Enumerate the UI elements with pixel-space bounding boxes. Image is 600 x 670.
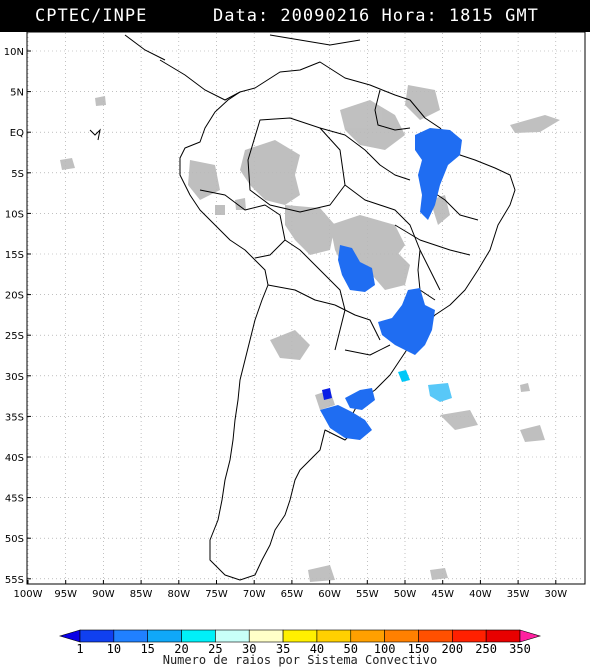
legend-tick-label: 15 — [140, 642, 154, 656]
legend-arrow-left — [58, 629, 81, 643]
legend-tick-label: 250 — [475, 642, 497, 656]
lat-label: 5N — [10, 88, 24, 99]
lat-label: 5S — [11, 169, 24, 180]
legend-tick-label: 10 — [107, 642, 121, 656]
legend-color-bar — [58, 629, 542, 643]
datetime-label: Data: 20090216 Hora: 1815 GMT — [213, 6, 539, 26]
source-label: CPTEC/INPE — [35, 6, 148, 26]
legend-swatch — [485, 629, 521, 643]
lat-label: EQ — [10, 128, 24, 139]
latitude-labels: 10N 5N EQ 5S 10S 15S 20S 25S 30S 35S 40S 45S 50S 55S — [4, 47, 31, 586]
legend-tick-label: 350 — [509, 642, 531, 656]
legend-tick-label: 25 — [208, 642, 222, 656]
legend-swatch — [316, 629, 352, 643]
lon-label: 50W — [394, 589, 417, 600]
lat-label: 15S — [5, 250, 24, 261]
title-bar: CPTEC/INPE Data: 20090216 Hora: 1815 GMT — [0, 0, 590, 32]
legend-tick-label: 150 — [408, 642, 430, 656]
legend-tick-label: 100 — [374, 642, 396, 656]
lon-label: 95W — [54, 589, 77, 600]
south-america-coastline — [179, 61, 516, 581]
lon-label: 90W — [92, 589, 115, 600]
convective-systems — [320, 128, 462, 440]
legend-swatch — [147, 629, 182, 643]
lon-label: 40W — [469, 589, 492, 600]
legend-tick-label: 1 — [76, 642, 83, 656]
legend-tick-label: 50 — [344, 642, 358, 656]
legend-swatch — [282, 629, 318, 643]
lat-label: 50S — [5, 534, 24, 545]
lat-label: 20S — [5, 291, 24, 302]
legend-swatch — [452, 629, 487, 643]
legend-tick-label: 20 — [174, 642, 188, 656]
longitude-labels: 100W 95W 90W 85W 80W 75W 70W 65W 60W 55W 50W 45W 40W… — [14, 580, 567, 600]
legend-swatch — [418, 629, 453, 643]
lat-label: 45S — [5, 494, 24, 505]
legend-swatch — [79, 629, 115, 643]
lat-label: 40S — [5, 453, 24, 464]
lon-label: 75W — [205, 589, 228, 600]
map-frame — [26, 31, 586, 585]
lon-label: 85W — [130, 589, 153, 600]
lat-lon-grid — [27, 33, 584, 583]
central-america — [89, 34, 361, 141]
lon-label: 30W — [544, 589, 567, 600]
lon-label: 35W — [507, 589, 530, 600]
lat-label: 10N — [4, 47, 24, 58]
lon-label: 65W — [281, 589, 304, 600]
legend-swatch — [181, 629, 216, 643]
lat-label: 30S — [5, 372, 24, 383]
legend-swatch — [113, 629, 148, 643]
legend-tick-label: 30 — [242, 642, 256, 656]
lon-label: 100W — [14, 589, 43, 600]
lon-label: 80W — [167, 589, 190, 600]
legend-title: Numero de raios por Sistema Convectivo — [162, 653, 438, 667]
lat-label: 35S — [5, 412, 24, 423]
lat-label: 25S — [5, 331, 24, 342]
legend-swatch — [350, 629, 385, 643]
lat-label: 10S — [5, 209, 24, 220]
legend-arrow-right — [519, 629, 542, 643]
lat-label: 55S — [5, 575, 24, 586]
legend-tick-label: 200 — [441, 642, 463, 656]
lon-label: 45W — [431, 589, 454, 600]
legend-swatch — [248, 629, 284, 643]
legend-swatch — [384, 629, 419, 643]
lon-label: 70W — [243, 589, 266, 600]
legend-tick-labels: 1 10 15 20 25 30 35 40 50 100 150 200 250 350 — [76, 642, 530, 656]
country-borders — [179, 61, 516, 581]
lon-label: 60W — [318, 589, 341, 600]
lon-label: 55W — [356, 589, 379, 600]
legend-swatch — [215, 629, 250, 643]
legend-tick-label: 35 — [276, 642, 290, 656]
legend-tick-label: 40 — [310, 642, 324, 656]
cloud-cover — [60, 85, 560, 582]
